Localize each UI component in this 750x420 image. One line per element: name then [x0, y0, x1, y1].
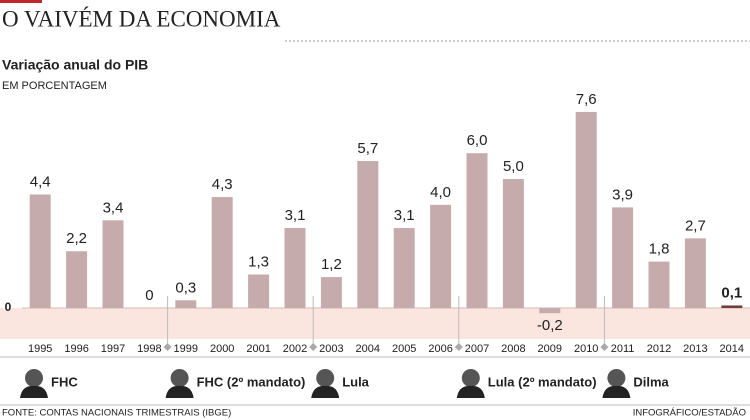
accent-bar: [0, 0, 42, 3]
value-label: 3,1: [394, 207, 415, 224]
value-label: 4,4: [30, 173, 51, 190]
bar: [648, 261, 670, 309]
value-label: 7,6: [576, 91, 597, 108]
group-label: Lula (2º mandato): [488, 374, 597, 389]
bar: [466, 153, 488, 309]
value-label: 6,0: [467, 132, 488, 149]
portrait-head: [25, 369, 43, 387]
portrait-body: [456, 385, 485, 398]
portrait-body: [165, 385, 194, 398]
separator-marker: [454, 343, 463, 351]
x-tick-label: 2014: [720, 343, 744, 355]
value-label: 1,3: [248, 253, 269, 270]
separator-marker: [600, 343, 609, 351]
x-tick-label: 2007: [465, 343, 489, 355]
x-tick-label: 2003: [319, 343, 343, 355]
bar: [66, 251, 88, 309]
value-label: -0,2: [537, 317, 563, 334]
value-label: 3,4: [103, 199, 124, 216]
value-label: 3,9: [612, 186, 633, 203]
x-tick-label: 1996: [64, 343, 88, 355]
value-label: 0: [145, 287, 153, 304]
x-tick-label: 2004: [356, 343, 380, 355]
portrait-body: [311, 385, 340, 398]
x-tick-label: 2002: [283, 343, 307, 355]
unit-label: EM PORCENTAGEM: [2, 80, 107, 92]
value-label: 5,7: [357, 140, 378, 157]
source: FONTE: CONTAS NACIONAIS TRIMESTRAIS (IBG…: [2, 408, 231, 419]
value-label: 0,3: [175, 279, 196, 296]
value-label: 0,1: [721, 284, 742, 301]
bar: [175, 300, 197, 309]
x-tick-label: 1998: [137, 343, 161, 355]
value-label: 1,8: [649, 241, 670, 258]
bar: [357, 160, 379, 309]
x-tick-label: 2000: [210, 343, 234, 355]
value-label: 3,1: [285, 207, 306, 224]
credit: INFOGRÁFICO/ESTADÃO: [633, 408, 746, 419]
portrait-head: [316, 369, 335, 387]
group-label: FHC (2º mandato): [197, 374, 306, 389]
bar: [539, 308, 561, 314]
bar: [248, 274, 270, 309]
x-tick-label: 2009: [538, 343, 562, 355]
portrait-head: [170, 369, 189, 387]
x-tick-label: 2011: [611, 343, 635, 355]
x-tick-label: 2013: [683, 343, 707, 355]
subtitle: Variação anual do PIB: [2, 57, 148, 73]
separator-marker: [163, 343, 172, 351]
bar: [684, 238, 706, 309]
group-label: FHC: [51, 374, 78, 389]
x-tick-label: 1999: [174, 343, 198, 355]
x-tick-label: 2005: [392, 343, 416, 355]
bar: [502, 179, 524, 309]
bar: [612, 207, 634, 309]
group-label: Lula: [342, 374, 369, 389]
portrait-body: [602, 385, 631, 398]
value-label: 4,3: [212, 176, 233, 193]
x-tick-label: 1997: [101, 343, 125, 355]
value-label: 1,2: [321, 256, 342, 273]
value-label: 5,0: [503, 158, 524, 175]
portrait-body: [20, 385, 48, 398]
bar: [721, 305, 743, 309]
bar: [393, 228, 415, 309]
bar: [320, 277, 342, 309]
portrait-head: [607, 369, 626, 387]
portrait-head: [461, 369, 480, 387]
negative-band: [0, 308, 750, 339]
value-label: 4,0: [430, 184, 451, 201]
x-tick-label: 1995: [28, 343, 52, 355]
bar: [575, 111, 597, 309]
x-tick-label: 2001: [246, 343, 270, 355]
bar: [102, 220, 124, 309]
bar: [284, 228, 306, 309]
bar: [29, 194, 51, 309]
x-tick-label: 2010: [574, 343, 598, 355]
separator-marker: [309, 343, 318, 351]
bar: [430, 204, 452, 309]
x-tick-label: 2012: [647, 343, 671, 355]
y-tick-label: 0: [5, 300, 12, 314]
value-label: 2,7: [685, 217, 706, 234]
value-label: 2,2: [66, 230, 87, 247]
bar: [211, 197, 233, 309]
group-label: Dilma: [633, 374, 669, 389]
x-tick-label: 2008: [501, 343, 525, 355]
chart-title: O VAIVÉM DA ECONOMIA: [2, 6, 281, 31]
x-tick-label: 2006: [428, 343, 452, 355]
